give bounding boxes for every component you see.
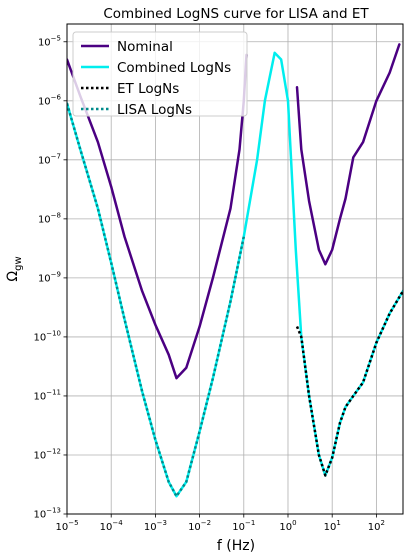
legend-label: Combined LogNs xyxy=(117,60,231,76)
y-tick-label: 10−7 xyxy=(38,152,61,166)
y-axis-ticks: 10−13 10−12 10−11 10−10 10−9 10−8 10−7 10−6 10−5 xyxy=(33,34,67,521)
series-lines xyxy=(67,43,403,498)
series-combined-logns-line xyxy=(67,51,403,498)
x-tick-label: 10−2 xyxy=(188,519,211,533)
y-tick-label: 10−8 xyxy=(38,211,61,225)
y-tick-label: 10−13 xyxy=(33,507,61,521)
y-axis-label: Ωgw xyxy=(5,256,24,281)
x-axis-label: f (Hz) xyxy=(217,538,255,554)
x-tick-label: 101 xyxy=(324,519,341,533)
legend: Nominal Combined LogNs ET LogNs LISA LogNs xyxy=(72,31,248,118)
series-nominal-line xyxy=(295,43,401,266)
y-tick-label: 10−10 xyxy=(33,329,61,343)
y-tick-label: 10−11 xyxy=(33,388,61,402)
x-axis-ticks: 10−5 10−4 10−3 10−2 10−1 100 101 102 xyxy=(55,514,385,533)
x-tick-label: 10−5 xyxy=(55,519,78,533)
x-tick-label: 10−3 xyxy=(144,519,167,533)
legend-box xyxy=(72,31,248,117)
x-tick-label: 102 xyxy=(368,519,385,533)
legend-label: Nominal xyxy=(117,39,173,55)
series-et-logns-line xyxy=(295,290,403,477)
x-tick-label: 10−1 xyxy=(232,519,255,533)
y-tick-label: 10−6 xyxy=(38,93,62,107)
series-nominal-line xyxy=(67,53,248,380)
legend-label: ET LogNs xyxy=(117,81,179,97)
x-tick-label: 10−4 xyxy=(100,519,124,533)
x-tick-label: 100 xyxy=(279,519,296,533)
plot-frame xyxy=(66,23,404,515)
y-tick-label: 10−5 xyxy=(38,34,61,48)
y-tick-label: 10−9 xyxy=(38,270,61,284)
y-tick-label: 10−12 xyxy=(33,447,61,461)
legend-label: LISA LogNs xyxy=(117,102,192,118)
chart-title: Combined LogNS curve for LISA and ET xyxy=(103,6,369,22)
